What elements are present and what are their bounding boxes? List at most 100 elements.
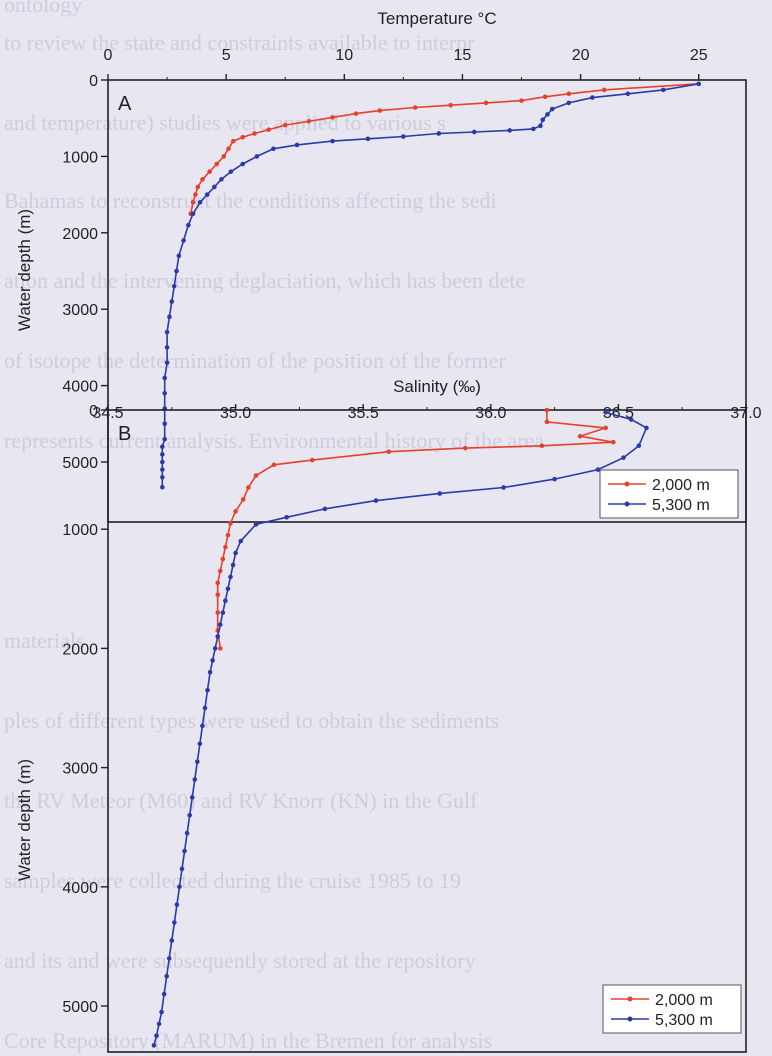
data-point <box>240 135 245 140</box>
legend-label: 5,300 m <box>652 497 710 514</box>
data-point <box>160 444 165 450</box>
data-point <box>330 138 335 144</box>
data-point <box>164 345 170 350</box>
x-axis-title: Salinity (‰) <box>393 377 481 396</box>
data-point <box>217 646 223 651</box>
y-tick-label: 0 <box>89 73 98 90</box>
x-tick-label: 15 <box>454 47 472 64</box>
data-point <box>542 94 548 100</box>
data-point <box>540 117 546 123</box>
data-point <box>154 1033 159 1039</box>
data-point <box>610 439 616 445</box>
data-point <box>220 556 226 562</box>
data-point <box>174 902 180 907</box>
x-axis-title: Temperature °C <box>377 9 496 28</box>
data-point <box>294 142 300 148</box>
data-point <box>538 123 543 129</box>
data-point <box>226 146 231 152</box>
data-point <box>246 485 251 490</box>
data-point <box>204 192 210 197</box>
data-point <box>202 705 208 711</box>
data-point <box>217 622 223 627</box>
data-point <box>544 419 550 425</box>
data-point <box>174 268 179 274</box>
data-point <box>228 574 233 580</box>
y-tick-label: 4000 <box>62 379 98 396</box>
data-point <box>531 126 536 132</box>
data-point <box>182 848 187 854</box>
data-point <box>519 98 524 103</box>
data-point <box>223 544 228 550</box>
data-point <box>164 360 170 365</box>
data-point <box>177 884 182 890</box>
data-point <box>193 192 198 197</box>
legend-label: 2,000 m <box>655 992 713 1009</box>
data-point <box>644 425 649 431</box>
series-line-5300m <box>153 411 648 1046</box>
data-point <box>322 506 328 512</box>
series-line-2000m <box>216 410 614 649</box>
data-point <box>377 108 383 113</box>
data-point <box>151 1043 157 1048</box>
y-axis-title: Water depth (m) <box>15 759 34 881</box>
data-point <box>225 586 231 592</box>
data-point <box>159 1009 164 1015</box>
data-point <box>238 538 244 544</box>
data-point <box>205 687 210 693</box>
data-point <box>330 115 335 120</box>
data-point <box>240 161 245 167</box>
data-point <box>214 161 219 167</box>
data-point <box>172 920 177 925</box>
data-point <box>181 238 186 243</box>
data-point <box>483 100 489 106</box>
legend-swatch-marker <box>627 1016 633 1022</box>
data-point <box>252 131 257 136</box>
data-point <box>212 184 217 190</box>
data-point <box>282 122 288 128</box>
data-point <box>197 199 203 205</box>
data-point <box>230 562 236 568</box>
y-tick-label: 2000 <box>62 641 98 658</box>
data-point <box>169 938 175 943</box>
y-tick-label: 0 <box>89 403 98 420</box>
data-point <box>566 100 572 106</box>
data-point <box>160 467 165 472</box>
data-point <box>353 111 359 116</box>
data-point <box>284 514 289 520</box>
data-point <box>401 134 406 139</box>
data-point <box>306 118 312 124</box>
data-point <box>184 830 190 836</box>
y-tick-label: 2000 <box>62 226 98 243</box>
data-point <box>577 433 583 439</box>
data-point <box>230 138 236 144</box>
data-point <box>507 128 513 133</box>
y-tick-label: 5000 <box>62 455 98 472</box>
data-point <box>471 129 477 135</box>
x-tick-label: 10 <box>335 47 353 64</box>
legend: 2,000 m 5,300 m <box>602 984 742 1034</box>
x-tick-label: 36.0 <box>475 405 506 422</box>
data-point <box>462 445 468 451</box>
data-point <box>179 866 185 872</box>
y-tick-label: 1000 <box>62 522 98 539</box>
data-point <box>166 956 172 961</box>
data-point <box>233 550 238 556</box>
data-point <box>544 407 550 413</box>
data-point <box>200 723 205 729</box>
data-point <box>228 520 233 526</box>
legend-box <box>599 469 739 519</box>
data-point <box>160 474 165 480</box>
x-tick-label: 25 <box>690 47 708 64</box>
legend-swatch-marker <box>624 501 630 507</box>
data-point <box>545 112 550 117</box>
data-point <box>436 131 442 136</box>
x-tick-label: 20 <box>572 47 590 64</box>
data-point <box>266 127 271 132</box>
data-point <box>197 741 203 747</box>
y-tick-label: 4000 <box>62 880 98 897</box>
data-point <box>448 102 453 108</box>
data-point <box>156 1021 162 1027</box>
y-tick-label: 3000 <box>62 302 98 319</box>
data-point <box>164 329 170 335</box>
data-point <box>501 485 506 490</box>
